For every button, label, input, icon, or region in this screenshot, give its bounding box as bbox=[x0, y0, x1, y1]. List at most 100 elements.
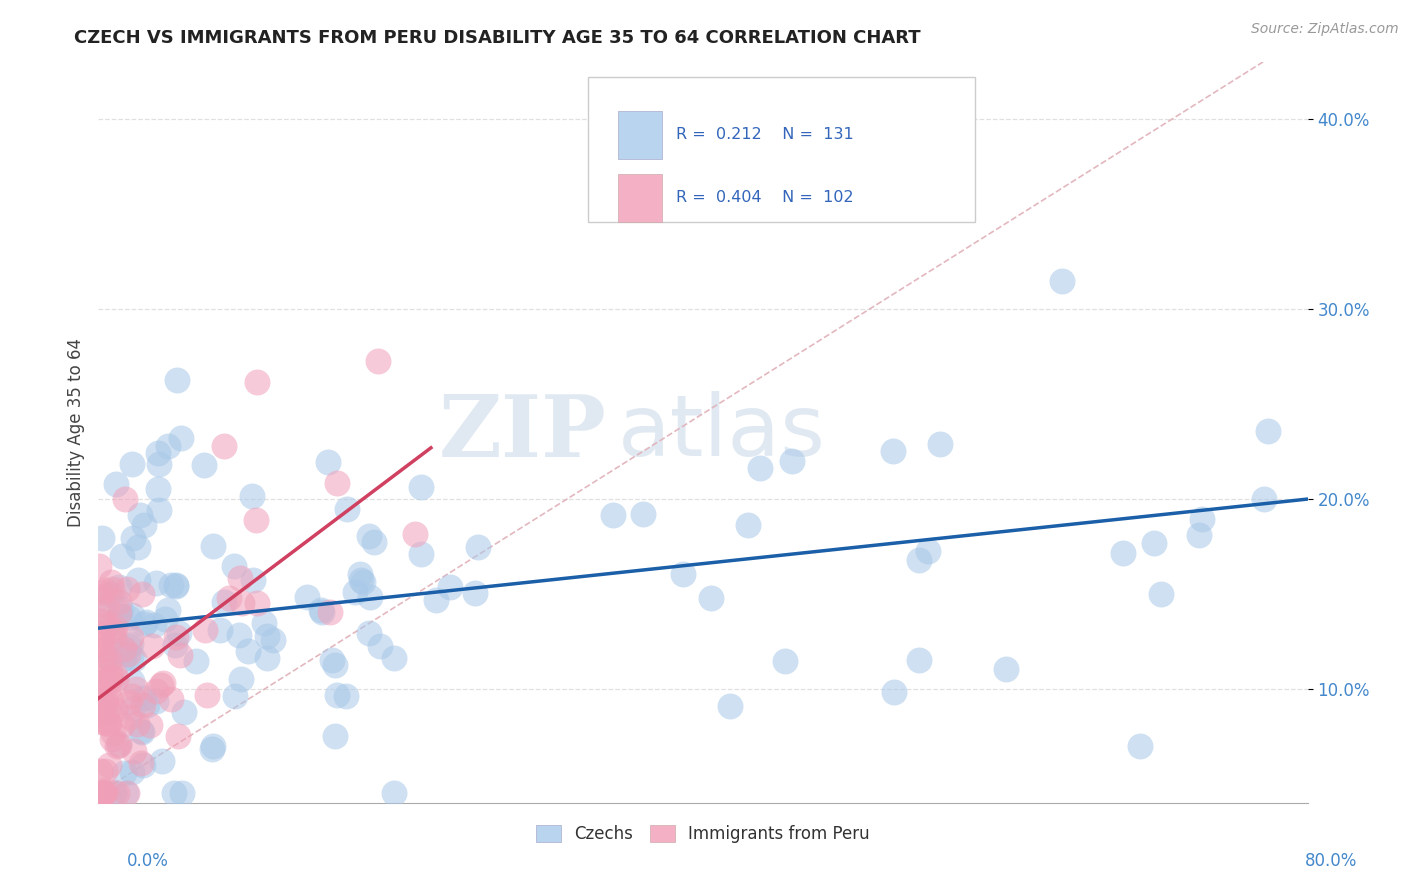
Point bbox=[129, 724, 152, 739]
Point bbox=[155, 612, 177, 626]
Point bbox=[98, 587, 121, 601]
Point bbox=[780, 454, 803, 468]
Point bbox=[122, 744, 145, 758]
Point bbox=[602, 508, 624, 523]
Point bbox=[163, 786, 186, 800]
Point bbox=[749, 461, 772, 475]
Point bbox=[256, 650, 278, 665]
Point bbox=[671, 566, 693, 581]
Point bbox=[101, 732, 124, 747]
Point bbox=[326, 475, 349, 490]
Point bbox=[128, 508, 150, 522]
Point bbox=[118, 695, 141, 709]
Point bbox=[382, 786, 405, 800]
Point bbox=[382, 650, 405, 665]
Point bbox=[97, 716, 120, 731]
Point bbox=[425, 593, 447, 607]
Point bbox=[111, 718, 134, 732]
Point bbox=[96, 692, 118, 706]
Point bbox=[111, 549, 134, 563]
Point bbox=[90, 700, 112, 714]
Point bbox=[194, 623, 217, 637]
Point bbox=[117, 582, 139, 596]
Point bbox=[343, 584, 366, 599]
Point bbox=[209, 623, 232, 637]
Point bbox=[319, 605, 342, 619]
Point bbox=[193, 458, 215, 472]
Point bbox=[173, 705, 195, 719]
Point bbox=[464, 585, 486, 599]
Text: R =  0.404    N =  102: R = 0.404 N = 102 bbox=[676, 190, 853, 205]
Point bbox=[100, 574, 122, 589]
Point bbox=[114, 786, 136, 800]
Point bbox=[229, 672, 252, 686]
Point bbox=[91, 786, 114, 800]
Point bbox=[242, 573, 264, 587]
Point bbox=[90, 701, 112, 715]
Point bbox=[253, 615, 276, 630]
Point bbox=[214, 595, 236, 609]
Point bbox=[1112, 546, 1135, 560]
Point bbox=[166, 373, 188, 387]
Y-axis label: Disability Age 35 to 64: Disability Age 35 to 64 bbox=[66, 338, 84, 527]
Point bbox=[112, 650, 135, 665]
Bar bbox=[619, 111, 662, 159]
Point bbox=[411, 547, 433, 561]
Point bbox=[159, 578, 181, 592]
Point bbox=[134, 518, 156, 533]
Point bbox=[100, 670, 122, 684]
Point bbox=[103, 633, 125, 648]
Point bbox=[201, 742, 224, 756]
Point bbox=[91, 648, 114, 662]
Point bbox=[152, 676, 174, 690]
Point bbox=[87, 558, 110, 573]
Point bbox=[91, 643, 114, 657]
Point bbox=[246, 596, 269, 610]
Point bbox=[157, 603, 180, 617]
Point bbox=[91, 693, 114, 707]
Point bbox=[359, 529, 381, 543]
Point bbox=[135, 698, 157, 712]
Point bbox=[411, 480, 433, 494]
Point bbox=[105, 672, 128, 686]
Point bbox=[131, 587, 153, 601]
Point bbox=[246, 376, 269, 390]
Point bbox=[699, 591, 721, 606]
Point bbox=[224, 689, 246, 703]
Point bbox=[94, 786, 117, 800]
Point bbox=[352, 575, 374, 590]
Point bbox=[97, 757, 120, 772]
Point bbox=[115, 786, 138, 800]
Point bbox=[1257, 424, 1279, 438]
Text: 0.0%: 0.0% bbox=[127, 852, 169, 870]
Point bbox=[93, 764, 115, 778]
Point bbox=[131, 756, 153, 770]
Point bbox=[93, 673, 115, 687]
Point bbox=[93, 653, 115, 667]
Point bbox=[127, 717, 149, 731]
Point bbox=[134, 690, 156, 705]
Point bbox=[132, 617, 155, 632]
Point bbox=[100, 693, 122, 707]
Point bbox=[439, 580, 461, 594]
Point bbox=[90, 699, 112, 714]
Point bbox=[321, 653, 343, 667]
Point bbox=[236, 644, 259, 658]
Point bbox=[87, 676, 110, 690]
Point bbox=[1188, 527, 1211, 541]
FancyBboxPatch shape bbox=[588, 78, 976, 221]
Point bbox=[143, 618, 166, 632]
Point bbox=[121, 701, 143, 715]
Point bbox=[118, 611, 141, 625]
Point bbox=[93, 604, 115, 618]
Point bbox=[908, 553, 931, 567]
Point bbox=[139, 718, 162, 732]
Point bbox=[117, 647, 139, 661]
Point bbox=[105, 786, 128, 800]
Point bbox=[127, 573, 149, 587]
Point bbox=[166, 730, 188, 744]
Point bbox=[145, 694, 167, 708]
Point bbox=[146, 482, 169, 496]
Point bbox=[90, 626, 112, 640]
Point bbox=[131, 725, 153, 739]
